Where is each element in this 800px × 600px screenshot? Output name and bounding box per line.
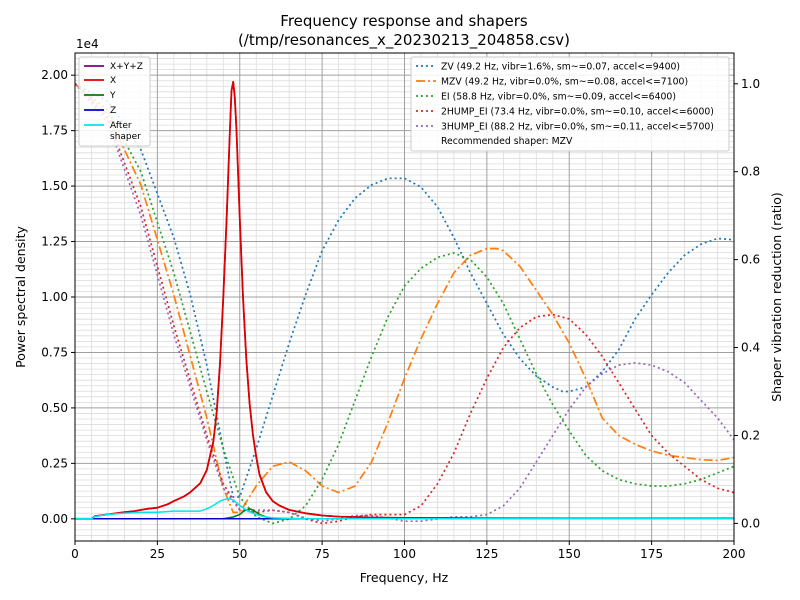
psd-legend-label-line: Y (109, 91, 116, 101)
x-axis-ticks: 0 25 50 75 100 125 150 175 200 (71, 541, 745, 561)
left-y-axis-ticks: 0.00 0.25 0.50 0.75 1.00 1.25 1.50 1.75 2.00 (41, 68, 75, 526)
right-y-tick-label: 1.0 (741, 77, 760, 91)
left-y-tick-label: 1.25 (41, 235, 68, 249)
x-tick-label: 125 (475, 547, 498, 561)
psd-legend-label-line: X (110, 76, 116, 86)
psd-legend-label: X (110, 76, 116, 86)
shaper-legend-label: MZV (49.2 Hz, vibr=0.0%, sm~=0.08, accel… (441, 77, 688, 88)
left-y-tick-label: 1.50 (41, 179, 68, 193)
psd-legend: X+Y+Z XYZ After shaper (78, 56, 151, 147)
right-y-tick-label: 0.2 (741, 428, 760, 442)
x-tick-label: 175 (640, 547, 663, 561)
shaper-legend-label: 3HUMP_EI (88.2 Hz, vibr=0.0%, sm~=0.11, … (441, 122, 714, 133)
x-tick-label: 50 (232, 547, 247, 561)
psd-legend-label: X+Y+Z (110, 62, 143, 72)
chart-title-line-2: (/tmp/resonances_x_20230213_204858.csv) (238, 31, 570, 50)
left-y-tick-label: 0.25 (41, 456, 68, 470)
right-y-axis-label: Shaper vibration reduction (ratio) (769, 192, 784, 402)
psd-legend-label-line: shaper (110, 132, 141, 142)
left-y-tick-label: 0.50 (41, 401, 68, 415)
right-y-tick-label: 0.8 (741, 165, 760, 179)
x-tick-label: 75 (314, 547, 329, 561)
right-y-tick-label: 0.0 (741, 516, 760, 530)
right-y-axis-ticks: 0.0 0.2 0.4 0.6 0.8 1.0 (734, 77, 760, 530)
left-y-tick-label: 0.75 (41, 345, 68, 359)
x-tick-label: 150 (558, 547, 581, 561)
shaper-curve-4 (74, 83, 735, 525)
shaper-curve-5 (74, 83, 735, 523)
psd-curve-2 (75, 80, 734, 520)
psd-legend-label-line: X+Y+Z (110, 62, 143, 72)
left-y-tick-label: 1.00 (41, 290, 68, 304)
psd-curve-5 (75, 498, 734, 520)
x-tick-label: 200 (723, 547, 746, 561)
shaper-curve-1 (74, 83, 735, 498)
shaper-legend-label: ZV (49.2 Hz, vibr=1.6%, sm~=0.07, accel<… (441, 62, 680, 73)
shaper-curves (74, 83, 735, 525)
shaper-legend: ZV (49.2 Hz, vibr=1.6%, sm~=0.07, accel<… (410, 56, 730, 152)
left-y-tick-label: 0.00 (41, 512, 68, 526)
x-axis-label: Frequency, Hz (360, 570, 449, 585)
shaper-legend-box (410, 56, 730, 152)
left-y-tick-label: 1.75 (41, 124, 68, 138)
left-y-tick-label: 2.00 (41, 68, 68, 82)
shaper-legend-label: EI (58.8 Hz, vibr=0.0%, sm~=0.09, accel<… (441, 92, 676, 103)
x-tick-label: 25 (150, 547, 165, 561)
recommended-shaper-text: Recommended shaper: MZV (441, 136, 573, 147)
right-y-tick-label: 0.6 (741, 253, 760, 267)
psd-legend-label-line: After (110, 121, 132, 131)
psd-curves (75, 80, 734, 520)
psd-legend-label: Z (110, 106, 116, 116)
x-tick-label: 0 (71, 547, 79, 561)
left-y-axis-label: Power spectral density (13, 226, 28, 368)
chart-title: Frequency response and shapers (/tmp/res… (238, 12, 570, 50)
shaper-curve-2 (74, 83, 735, 514)
shaper-legend-label: 2HUMP_EI (73.4 Hz, vibr=0.0%, sm~=0.10, … (441, 107, 714, 118)
right-y-tick-label: 0.4 (741, 341, 760, 355)
psd-legend-label: Y (109, 91, 116, 101)
x-tick-label: 100 (393, 547, 416, 561)
shaper-curve-3 (74, 83, 735, 525)
psd-legend-label-line: Z (110, 106, 116, 116)
chart-title-line-1: Frequency response and shapers (280, 12, 528, 30)
psd-legend-label: After shaper (110, 121, 141, 142)
left-axis-multiplier: 1e4 (76, 37, 99, 51)
